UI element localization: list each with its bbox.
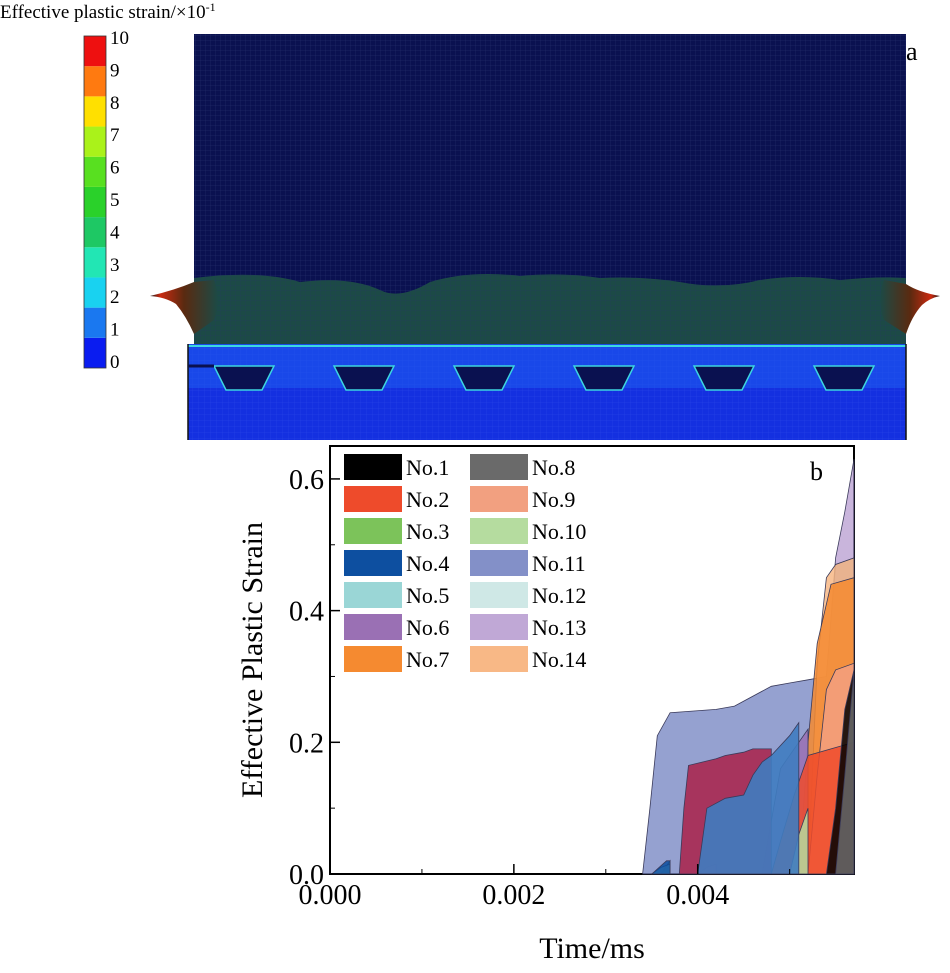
legend-label: No.12 [532,583,586,608]
y-axis-label: Effective Plastic Strain [236,522,269,798]
colorbar-segment [84,36,106,67]
colorbar-segment [84,126,106,157]
colorbar-tick-label: 3 [110,255,120,276]
colorbar-tick-label: 1 [110,320,120,341]
dovetail-groove [332,365,396,391]
legend-label: No.13 [532,615,586,640]
panel-a-label: a [906,37,918,66]
left-jet [150,280,218,334]
colorbar-segment [84,277,106,308]
legend-swatch [470,550,528,576]
panel-b-label: b [810,457,823,486]
legend-label: No.2 [406,487,449,512]
colorbar-tick-label: 8 [110,93,120,114]
right-jet [880,280,940,334]
area-overlay-no4 [697,721,800,875]
y-tick-label: 0.2 [289,728,324,759]
legend-label: No.10 [532,519,586,544]
colorbar-segment [84,307,106,338]
colorbar-segment [84,247,106,278]
y-tick-label: 0.4 [289,597,324,628]
legend-swatch [470,614,528,640]
x-tick-label: 0.000 [299,880,362,911]
colorbar-tick-label: 9 [110,60,120,81]
dovetail-groove [212,365,276,391]
legend-swatch [344,614,402,640]
dovetail-groove [812,365,876,391]
legend: No.1 No.2 No.3 No.4 No.5 No.6 No.7 No.8 No.9 No.1… [344,454,586,672]
legend-swatch [344,518,402,544]
legend-label: No.7 [406,647,449,672]
contour-figure: Effective plastic strain/×10-1 0 1 2 3 4 5 6 7 8… [0,0,940,440]
legend-label: No.9 [532,487,575,512]
area-series-no8 [835,669,855,875]
colorbar-title: Effective plastic strain/×10-1 [0,0,216,23]
legend-swatch [470,518,528,544]
axes: 0.000 0.002 0.004 0.0 0.2 0.4 0.6 [289,465,791,911]
legend-label: No.3 [406,519,449,544]
colorbar: 0 1 2 3 4 5 6 7 8 9 10 [83,28,129,373]
interface-layer [188,344,906,388]
y-tick-label: 0.0 [289,860,324,891]
legend-label: No.1 [406,455,449,480]
colorbar-tick-label: 7 [110,125,120,146]
legend-label: No.4 [406,551,449,576]
legend-label: No.5 [406,583,449,608]
legend-swatch [470,454,528,480]
interface-mesh [194,274,906,344]
panel-b-strain-chart: 0.000 0.002 0.004 0.0 0.2 0.4 0.6 No.1 No.2 No.3… [0,440,950,968]
area-series-no4 [650,860,671,875]
colorbar-segment [84,217,106,248]
x-axis-label: Time/ms [539,932,645,965]
legend-swatch [470,646,528,672]
panel-a-strain-contour: Effective plastic strain/×10-1 0 1 2 3 4 5 6 7 8… [0,0,950,440]
legend-label: No.6 [406,615,449,640]
colorbar-frame [83,35,107,369]
colorbar-segment [84,156,106,187]
legend-swatch [344,582,402,608]
dovetail-groove [572,365,636,391]
legend-label: No.11 [532,551,586,576]
series-areas [642,459,855,875]
colorbar-tick-label: 6 [110,158,120,179]
legend-swatch [344,486,402,512]
colorbar-tick-label: 2 [110,287,120,308]
colorbar-tick-label: 4 [110,222,120,243]
dovetail-groove [452,365,516,391]
colorbar-tick-label: 5 [110,190,120,211]
legend-label: No.8 [532,455,575,480]
dovetail-grooves [188,364,876,391]
legend-swatch [470,486,528,512]
legend-swatch [344,454,402,480]
y-tick-label: 0.6 [289,465,324,496]
x-tick-label: 0.002 [482,880,545,911]
colorbar-segment [84,186,106,218]
colorbar-tick-label: 10 [110,28,129,49]
x-tick-label: 0.004 [666,880,729,911]
colorbar-tick-label: 0 [110,352,120,373]
dovetail-groove [692,365,756,391]
legend-swatch [344,550,402,576]
legend-label: No.14 [532,647,586,672]
legend-swatch [344,646,402,672]
colorbar-segment [84,96,106,127]
strain-time-chart: 0.000 0.002 0.004 0.0 0.2 0.4 0.6 No.1 No.2 No.3… [236,445,855,965]
legend-swatch [470,582,528,608]
colorbar-segment [84,66,106,97]
colorbar-segment [84,337,106,368]
